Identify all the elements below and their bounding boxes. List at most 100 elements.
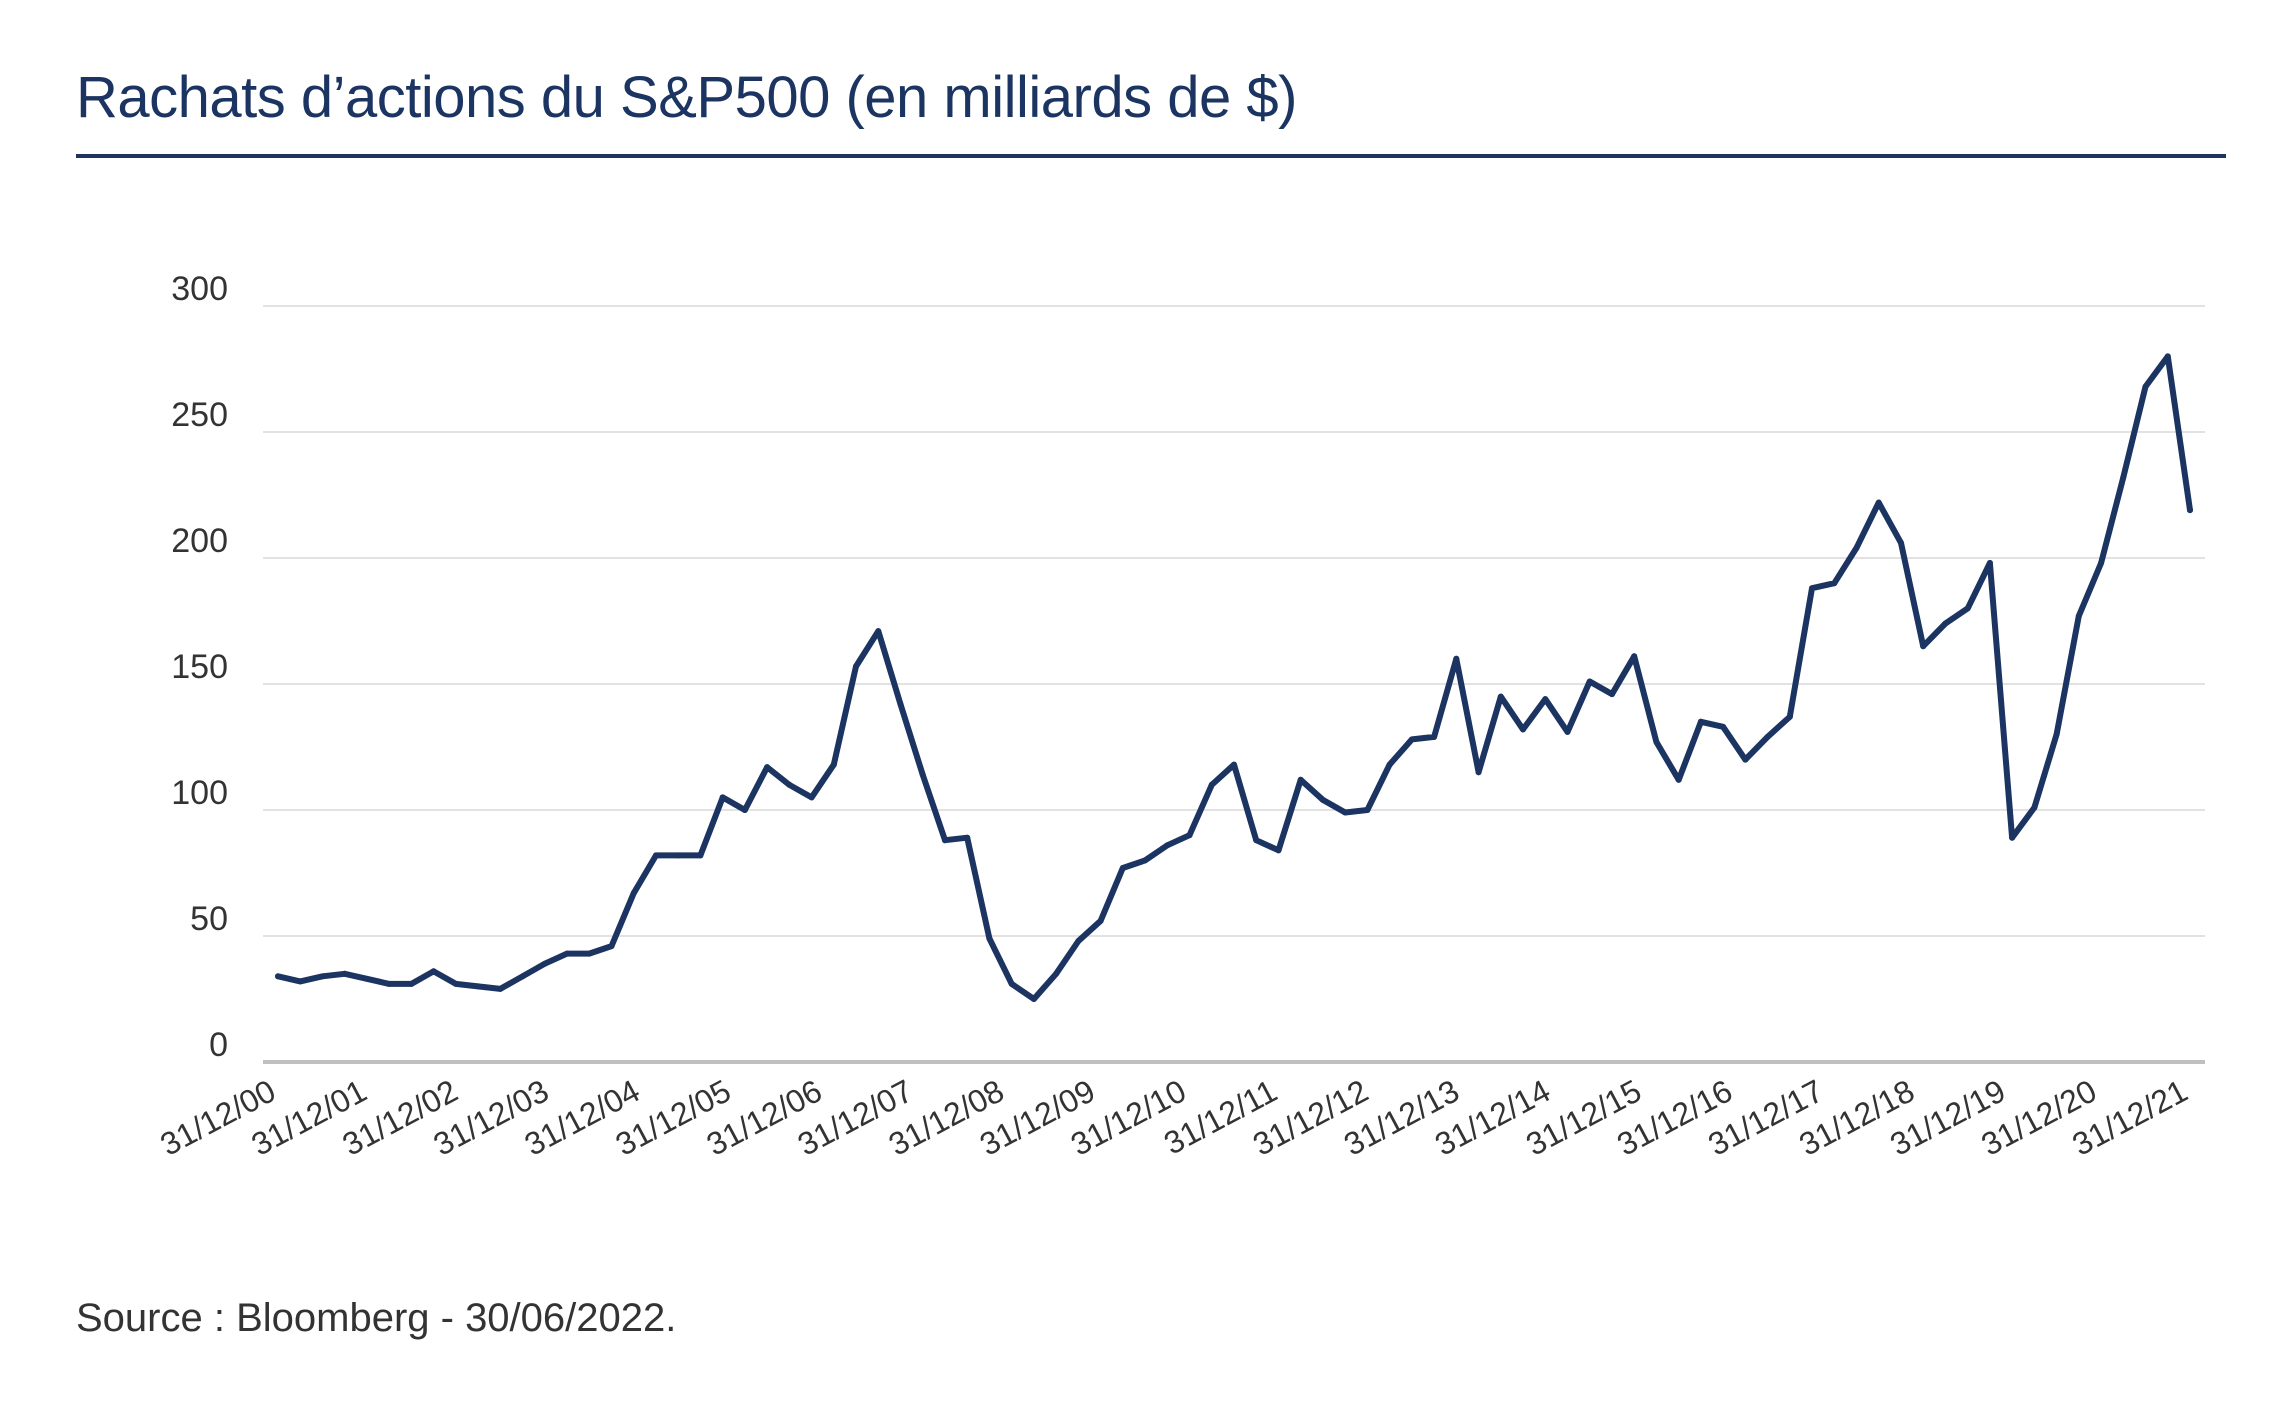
data-point xyxy=(1542,696,1549,703)
data-point xyxy=(1897,539,1904,546)
source-note: Source : Bloomberg - 30/06/2022. xyxy=(76,1296,677,1340)
data-point xyxy=(964,834,971,841)
data-point xyxy=(1497,693,1504,700)
data-point xyxy=(2142,383,2149,390)
data-point xyxy=(697,852,704,859)
data-point xyxy=(1942,620,1949,627)
data-point xyxy=(1964,605,1971,612)
data-point xyxy=(1764,733,1771,740)
data-point xyxy=(1053,970,1060,977)
data-point xyxy=(830,761,837,768)
data-point xyxy=(675,852,682,859)
data-point xyxy=(2098,560,2105,567)
data-point xyxy=(1920,643,1927,650)
data-point xyxy=(2075,612,2082,619)
y-axis-tick-labels: 0 50 100 150 200 250 300 xyxy=(171,270,228,1064)
data-point xyxy=(808,794,815,801)
data-point xyxy=(1342,809,1349,816)
data-point xyxy=(1520,726,1527,733)
y-tick-label: 0 xyxy=(209,1026,228,1064)
data-point xyxy=(1631,653,1638,660)
data-point xyxy=(941,837,948,844)
data-point xyxy=(1431,733,1438,740)
data-point xyxy=(1075,938,1082,945)
data-point xyxy=(1319,796,1326,803)
data-point xyxy=(1853,544,1860,551)
data-point xyxy=(475,983,482,990)
data-point xyxy=(1564,728,1571,735)
data-point xyxy=(1408,736,1415,743)
data-point xyxy=(1720,723,1727,730)
data-point xyxy=(986,935,993,942)
data-point xyxy=(1786,713,1793,720)
data-point xyxy=(1697,718,1704,725)
data-point xyxy=(341,970,348,977)
series-layer xyxy=(275,353,2193,1002)
data-point xyxy=(1186,832,1193,839)
data-point xyxy=(1008,980,1015,987)
data-point xyxy=(564,950,571,957)
data-point xyxy=(1453,655,1460,662)
data-point xyxy=(1364,807,1371,813)
y-tick-label: 100 xyxy=(171,774,228,812)
data-point xyxy=(1475,769,1482,776)
data-point xyxy=(897,701,904,708)
data-point xyxy=(652,852,659,859)
data-point xyxy=(1386,761,1393,768)
series-line xyxy=(275,353,2193,1002)
data-point xyxy=(430,968,437,975)
data-point xyxy=(1586,678,1593,685)
data-point xyxy=(408,980,415,987)
data-point xyxy=(719,794,726,801)
data-point xyxy=(1831,580,1838,587)
data-point xyxy=(1275,847,1282,854)
data-point xyxy=(1297,776,1304,783)
data-point xyxy=(497,985,504,992)
data-point xyxy=(297,978,304,985)
data-point xyxy=(1742,756,1749,763)
data-point xyxy=(2031,804,2038,811)
data-point xyxy=(1097,917,1104,924)
data-point xyxy=(319,973,326,980)
data-point xyxy=(452,980,459,987)
data-point xyxy=(1164,842,1171,849)
data-point xyxy=(764,764,771,771)
data-point xyxy=(386,980,393,987)
data-point xyxy=(1986,560,1993,567)
data-point xyxy=(1231,761,1237,768)
data-point xyxy=(2164,353,2171,360)
y-tick-label: 300 xyxy=(171,270,228,308)
data-point xyxy=(2187,507,2193,514)
data-point xyxy=(2120,474,2127,481)
data-point xyxy=(541,960,548,967)
data-point xyxy=(1675,776,1682,783)
data-point xyxy=(586,950,593,957)
data-point xyxy=(875,628,882,635)
data-point xyxy=(1875,499,1882,506)
data-point xyxy=(2053,731,2060,738)
data-point xyxy=(1809,585,1816,592)
data-point xyxy=(519,973,526,980)
gridlines xyxy=(263,305,2205,1064)
data-point xyxy=(2009,834,2016,841)
data-point xyxy=(1253,837,1260,844)
data-point xyxy=(363,975,370,982)
title-underline xyxy=(76,154,2226,158)
data-point xyxy=(786,781,793,788)
data-point xyxy=(630,890,637,897)
data-point xyxy=(1208,781,1215,788)
data-point xyxy=(1653,738,1660,745)
data-point xyxy=(741,807,748,813)
y-tick-label: 150 xyxy=(171,648,228,686)
data-point xyxy=(1142,857,1149,864)
chart-title: Rachats d’actions du S&P500 (en milliard… xyxy=(76,65,1297,130)
data-point xyxy=(919,771,926,778)
data-point xyxy=(853,663,860,670)
data-point xyxy=(608,943,615,950)
y-tick-label: 200 xyxy=(171,522,228,560)
y-tick-label: 250 xyxy=(171,396,228,434)
data-point xyxy=(1030,996,1037,1002)
y-tick-label: 50 xyxy=(190,900,228,938)
data-point xyxy=(275,973,281,980)
